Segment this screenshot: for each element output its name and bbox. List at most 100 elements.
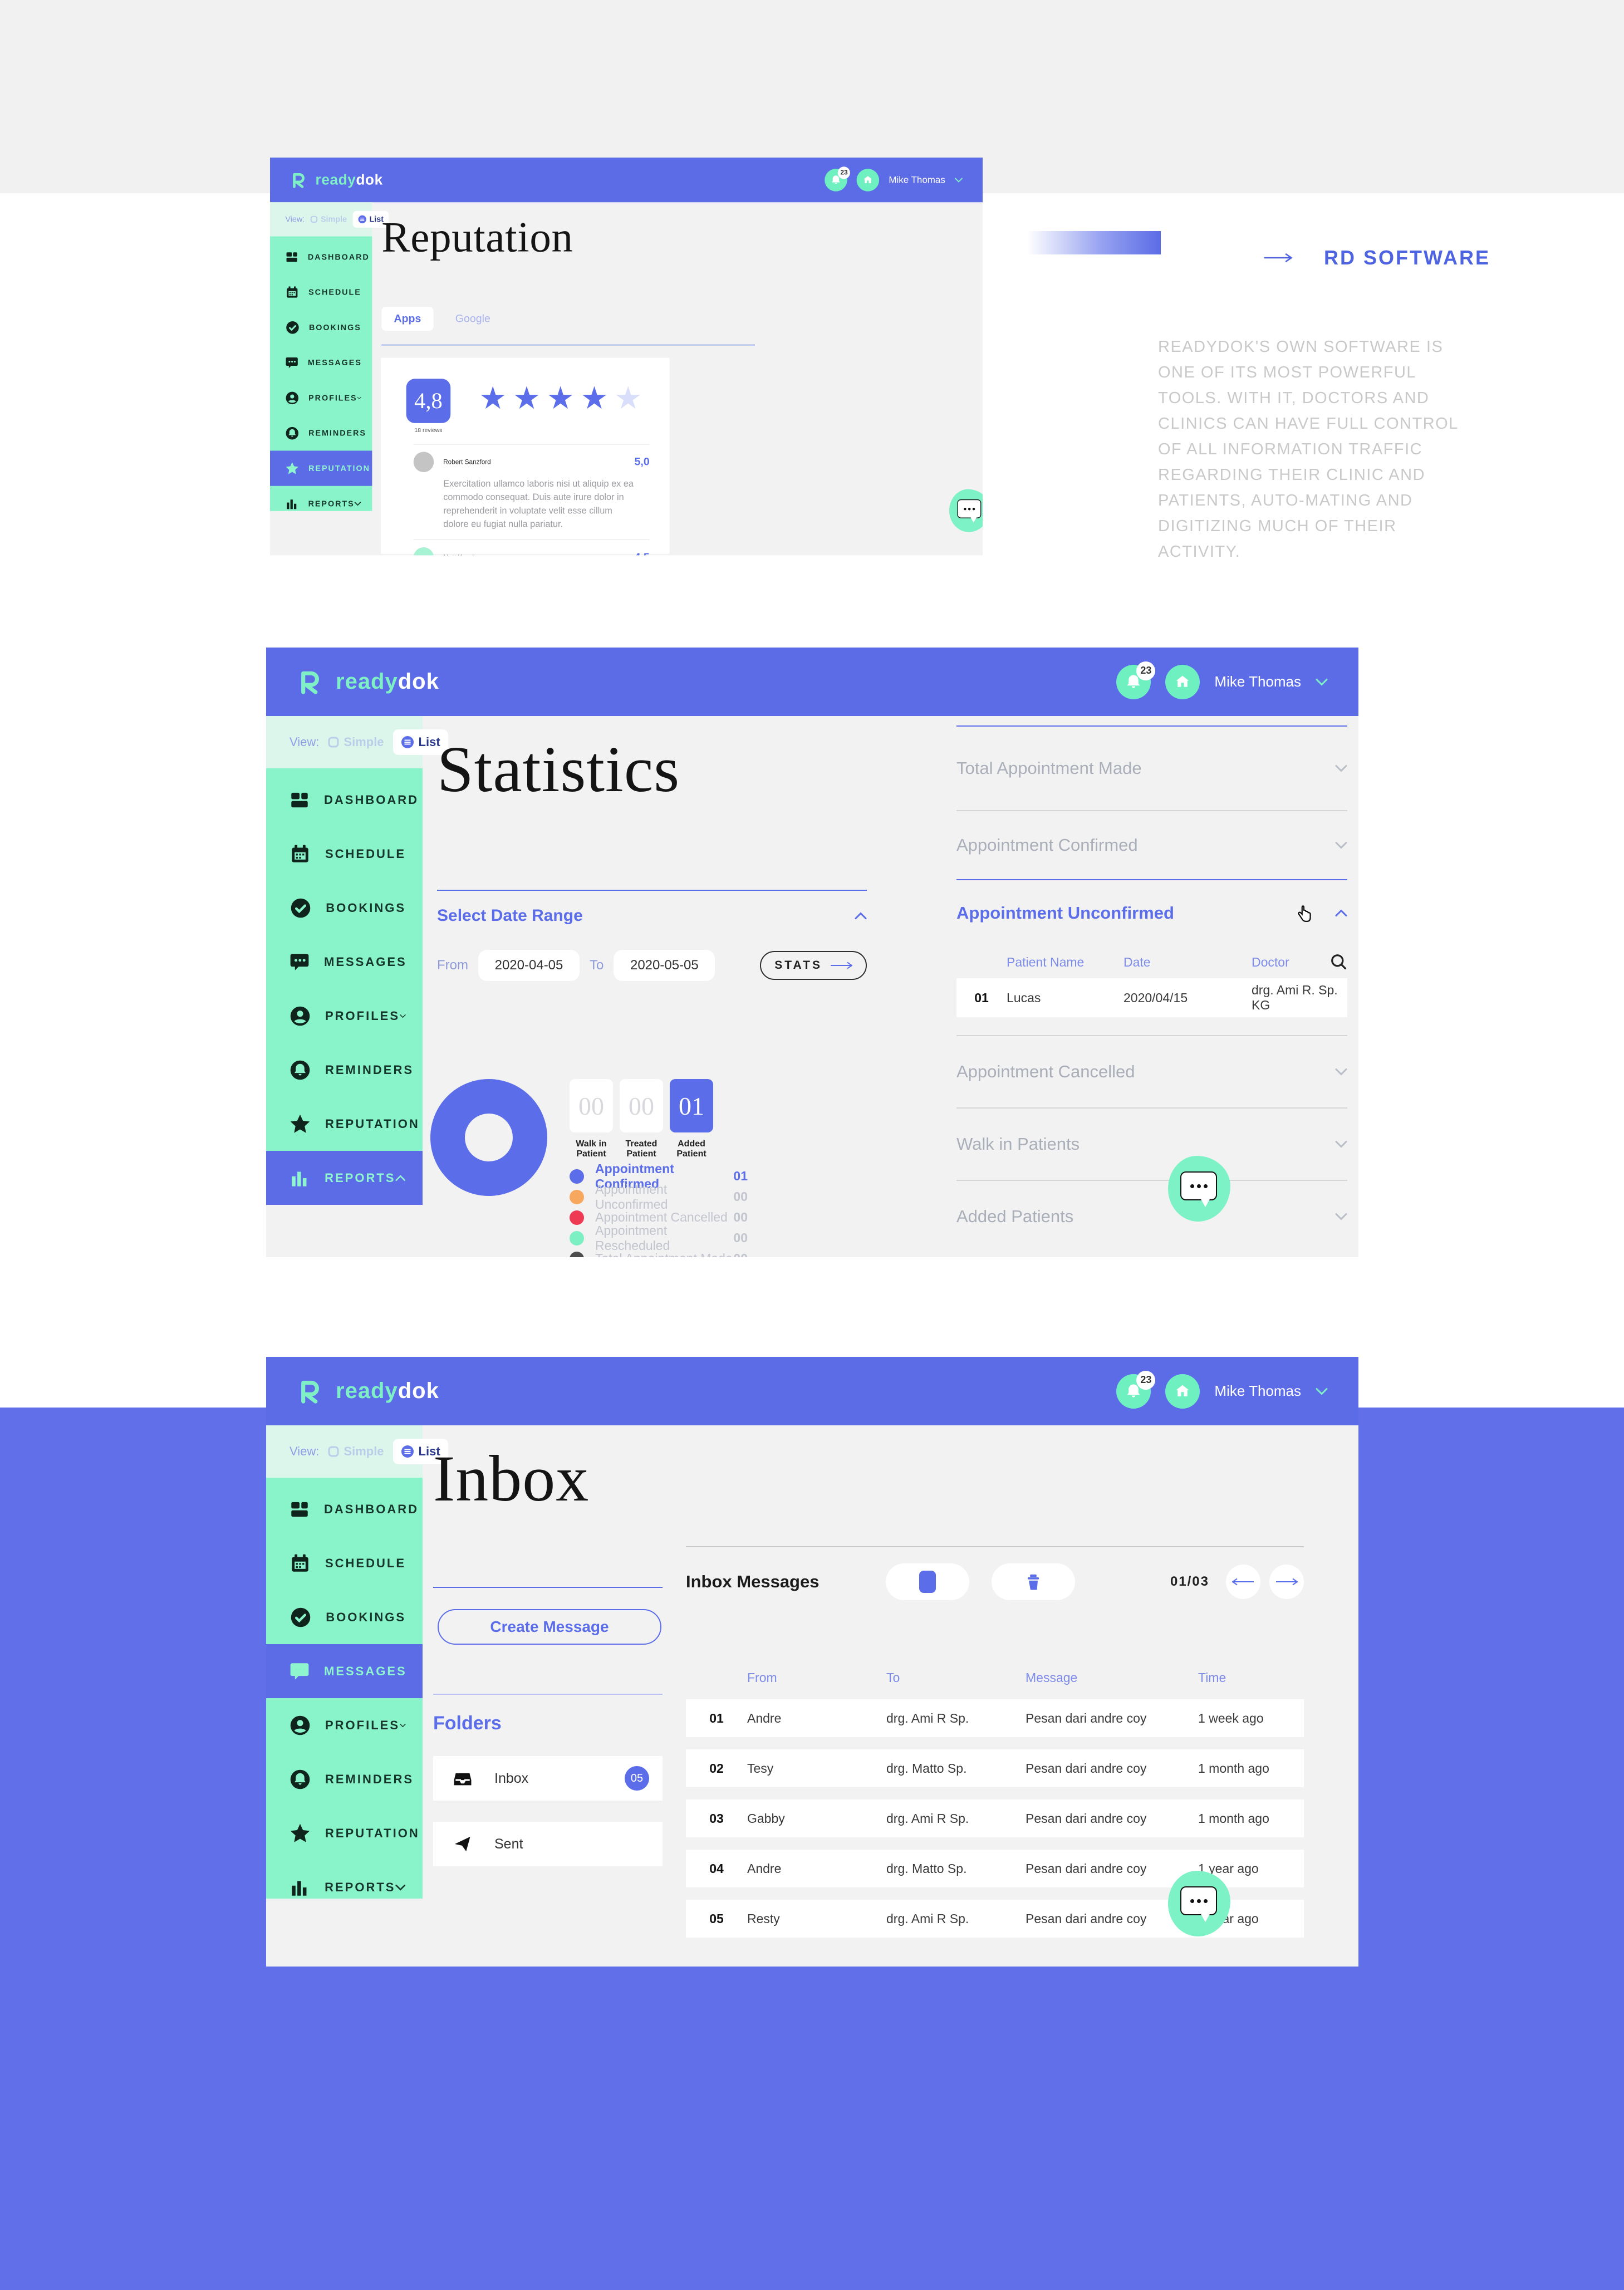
view-simple-label: Simple (320, 214, 347, 224)
home-button[interactable] (1165, 664, 1200, 699)
counter-treated: 00 Treated Patient (620, 1079, 663, 1159)
sidebar-item-profiles[interactable]: PROFILES (266, 1698, 423, 1752)
sidebar-item-reminders[interactable]: REMINDERS (270, 415, 372, 450)
send-icon (453, 1835, 472, 1853)
reports-icon (285, 496, 298, 512)
date-to-input[interactable]: 2020-05-05 (614, 950, 715, 981)
stats-button[interactable]: STATS (760, 951, 867, 980)
column-patient-name: Patient Name (1007, 954, 1085, 969)
prev-page-button[interactable] (1226, 1565, 1260, 1599)
legend-value: 00 (733, 1189, 748, 1204)
message-from: Gabby (747, 1811, 785, 1826)
table-row[interactable]: 01 Lucas 2020/04/15 drg. Ami R. Sp. KG (956, 978, 1347, 1017)
readydok-logo-icon (297, 668, 326, 697)
sidebar-item-bookings[interactable]: BOOKINGS (270, 310, 372, 345)
sidebar-item-schedule[interactable]: SCHEDULE (266, 827, 423, 881)
star-icon: ★ (512, 380, 541, 416)
accordion-appointment-unconfirmed[interactable]: Appointment Unconfirmed (956, 880, 1347, 946)
rating-box: 4,8 (406, 379, 451, 423)
sidebar-item-messages[interactable]: MESSAGES (266, 1644, 423, 1698)
sidebar-item-reports[interactable]: REPORTS (266, 1860, 423, 1914)
table-header-row: Patient Name Date Doctor (956, 946, 1347, 978)
legend-dot (570, 1169, 584, 1184)
sidebar-item-bookings[interactable]: BOOKINGS (266, 881, 423, 935)
sidebar-item-reminders[interactable]: REMINDERS (266, 1752, 423, 1806)
sidebar-item-reminders[interactable]: REMINDERS (266, 1043, 423, 1097)
message-row[interactable]: 02 Tesy drg. Matto Sp. Pesan dari andre … (686, 1749, 1304, 1787)
user-name: Mike Thomas (889, 174, 945, 185)
message-to: drg. Ami R Sp. (886, 1710, 969, 1725)
date-from-input[interactable]: 2020-04-05 (478, 950, 580, 981)
chat-fab-button[interactable] (949, 489, 983, 532)
accordion-total-appointment-made[interactable]: Total Appointment Made (956, 727, 1347, 810)
view-list-option[interactable]: List (392, 729, 448, 755)
sidebar-item-dashboard[interactable]: DASHBOARD (270, 239, 372, 274)
folder-inbox[interactable]: Inbox 05 (433, 1756, 663, 1801)
view-simple-option[interactable]: Simple (328, 1444, 384, 1459)
chat-fab-button[interactable] (1168, 1156, 1230, 1222)
chevron-down-icon[interactable] (1316, 1385, 1328, 1397)
sidebar-item-dashboard[interactable]: DASHBOARD (266, 773, 423, 827)
from-label: From (437, 958, 468, 973)
sidebar-item-profiles[interactable]: PROFILES (270, 380, 372, 415)
message-from: Tesy (747, 1761, 774, 1776)
chat-fab-button[interactable] (1168, 1871, 1230, 1936)
view-list-option[interactable]: List (392, 1439, 448, 1464)
screenshot-inbox: readydok 23 Mike Thomas View: Simple Lis… (266, 1357, 1358, 1967)
delete-button[interactable] (992, 1563, 1076, 1600)
accordion-appointment-confirmed[interactable]: Appointment Confirmed (956, 811, 1347, 879)
home-button[interactable] (1165, 1374, 1200, 1409)
sidebar-item-bookings[interactable]: BOOKINGS (266, 1590, 423, 1644)
row-number: 01 (709, 1710, 724, 1725)
sidebar-item-schedule[interactable]: SCHEDULE (270, 274, 372, 310)
counter-value: 00 (620, 1079, 663, 1132)
sidebar-item-schedule[interactable]: SCHEDULE (266, 1536, 423, 1590)
folder-sent[interactable]: Sent (433, 1822, 663, 1866)
home-icon (863, 175, 872, 183)
chevron-down-icon[interactable] (955, 176, 963, 184)
notifications-button[interactable]: 23 (1116, 661, 1156, 699)
sidebar-item-profiles[interactable]: PROFILES (266, 989, 423, 1043)
sidebar-item-messages[interactable]: MESSAGES (270, 345, 372, 380)
view-simple-label: Simple (344, 735, 384, 749)
notifications-button[interactable]: 23 (825, 166, 851, 192)
readydok-logo[interactable]: readydok (297, 1377, 439, 1406)
view-list-option[interactable]: List (352, 210, 389, 228)
brand-prefix: ready (315, 171, 356, 188)
accordion-walk-in-patients[interactable]: Walk in Patients (956, 1109, 1347, 1180)
select-icon (919, 1571, 936, 1593)
tab-google[interactable]: Google (455, 312, 490, 325)
next-page-button[interactable] (1269, 1565, 1304, 1599)
readydok-logo[interactable]: readydok (290, 170, 383, 189)
message-row[interactable]: 03 Gabby drg. Ami R Sp. Pesan dari andre… (686, 1799, 1304, 1837)
accordion-label: Appointment Cancelled (956, 1062, 1135, 1081)
view-list-label: List (418, 1444, 440, 1458)
home-button[interactable] (856, 168, 880, 192)
readydok-logo[interactable]: readydok (297, 668, 439, 697)
sidebar-item-reputation[interactable]: REPUTATION (270, 450, 372, 486)
sidebar-item-reports[interactable]: REPORTS (266, 1151, 423, 1205)
sidebar-item-dashboard[interactable]: DASHBOARD (266, 1482, 423, 1536)
accordion-appointment-cancelled[interactable]: Appointment Cancelled (956, 1036, 1347, 1107)
search-icon[interactable] (1331, 954, 1347, 970)
chevron-up-icon[interactable] (855, 910, 867, 922)
sidebar-item-reputation[interactable]: REPUTATION (266, 1806, 423, 1860)
sidebar-item-reports[interactable]: REPORTS (270, 486, 372, 521)
sidebar-item-reputation[interactable]: REPUTATION (266, 1097, 423, 1151)
select-all-button[interactable] (886, 1563, 970, 1600)
view-simple-option[interactable]: Simple (311, 214, 347, 224)
notifications-button[interactable]: 23 (1116, 1370, 1156, 1409)
chevron-down-icon[interactable] (1316, 676, 1328, 688)
divider (956, 1107, 1347, 1109)
avatar (413, 547, 434, 556)
create-message-button[interactable]: Create Message (438, 1609, 661, 1645)
divider (433, 1587, 663, 1588)
accordion-label: Total Appointment Made (956, 758, 1142, 778)
bookings-icon (290, 896, 311, 920)
tab-apps[interactable]: Apps (381, 307, 434, 331)
view-simple-option[interactable]: Simple (328, 735, 384, 749)
accordion-added-patients[interactable]: Added Patients (956, 1181, 1347, 1252)
sidebar-item-messages[interactable]: MESSAGES (266, 935, 423, 989)
message-row[interactable]: 01 Andre drg. Ami R Sp. Pesan dari andre… (686, 1699, 1304, 1737)
view-label: View: (290, 1444, 320, 1458)
